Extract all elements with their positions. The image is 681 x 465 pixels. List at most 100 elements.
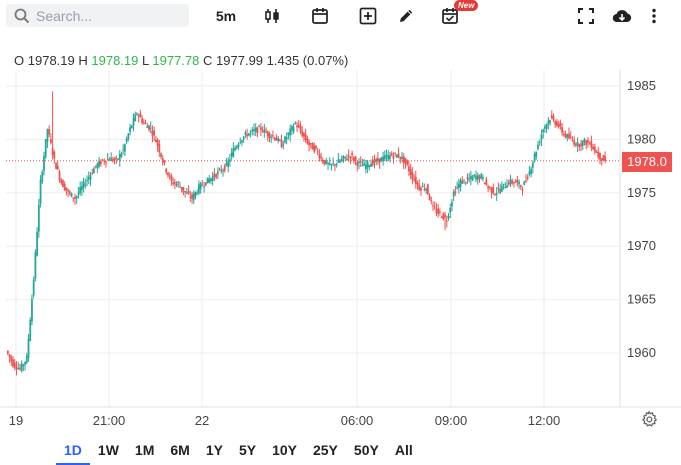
candle-body <box>232 148 235 158</box>
range-50y[interactable]: 50Y <box>353 442 379 458</box>
candle-body <box>593 146 596 152</box>
candle-body <box>86 180 88 182</box>
settings-icon[interactable] <box>641 410 658 432</box>
range-all[interactable]: All <box>394 442 413 458</box>
candle-body <box>98 160 100 167</box>
candle-body <box>142 122 145 124</box>
calendar-icon[interactable] <box>310 4 330 28</box>
candle-body <box>180 187 183 190</box>
draw-pencil-icon[interactable] <box>396 4 416 28</box>
candle-body <box>270 136 273 138</box>
range-10y[interactable]: 10Y <box>272 442 297 458</box>
candle-body <box>568 133 570 139</box>
candlestick-chart[interactable]: 1960 1965 1970 1975 1980 1985 19 21:00 22 06:00 09… <box>0 70 681 435</box>
candle-body <box>540 134 543 140</box>
candle-body <box>402 156 405 164</box>
candle-body <box>106 158 109 160</box>
more-options-icon[interactable] <box>647 4 661 28</box>
candle-body <box>146 126 149 128</box>
candle-body <box>420 187 422 191</box>
candle-body <box>480 174 483 178</box>
candle-body <box>401 157 403 159</box>
candle-body <box>433 207 436 209</box>
candle-body <box>368 165 371 168</box>
candle-body <box>425 188 428 191</box>
candle-body <box>339 160 341 163</box>
candle-body <box>499 188 502 194</box>
candle-body <box>163 160 166 164</box>
candle-body <box>144 122 147 124</box>
candle-body <box>351 153 354 156</box>
candle-body <box>337 159 340 163</box>
candle-body <box>497 188 500 190</box>
candle-body <box>63 183 66 191</box>
candle-body <box>294 122 297 124</box>
candle-body <box>471 176 474 181</box>
candle-body <box>552 116 555 120</box>
candle-body <box>500 185 503 192</box>
candle-body <box>60 179 63 184</box>
range-5y[interactable]: 5Y <box>238 442 257 458</box>
time-tick-label: 21:00 <box>93 413 126 428</box>
symbol-search[interactable] <box>6 4 189 27</box>
price-tick-label: 1965 <box>627 292 656 307</box>
candle-body <box>394 152 397 154</box>
range-1d[interactable]: 1D <box>56 437 90 465</box>
candle-body <box>58 171 61 180</box>
candle-body <box>364 164 367 170</box>
calendar-check-icon[interactable] <box>440 4 460 28</box>
candle-body <box>234 147 236 151</box>
range-1y[interactable]: 1Y <box>205 442 223 458</box>
interval-button[interactable]: 5m <box>215 8 237 24</box>
candle-body <box>261 131 264 133</box>
candle-body <box>137 115 140 117</box>
range-25y[interactable]: 25Y <box>312 442 338 458</box>
candle-body <box>132 118 135 126</box>
candle-body <box>554 121 557 125</box>
candle-body <box>581 140 584 146</box>
candle-body <box>463 179 465 181</box>
candle-body <box>239 141 242 144</box>
range-1m[interactable]: 1M <box>134 442 155 458</box>
add-icon[interactable] <box>358 4 378 28</box>
range-6m[interactable]: 6M <box>170 442 190 458</box>
candle-body <box>177 181 180 184</box>
candle-body <box>464 182 467 184</box>
candle-body <box>127 133 130 140</box>
range-1w[interactable]: 1W <box>97 442 119 458</box>
candle-body <box>578 144 581 147</box>
candle-body <box>494 194 496 196</box>
candle-body <box>576 142 579 146</box>
candle-body <box>168 175 171 177</box>
candle-body <box>442 213 445 220</box>
time-tick-label: 09:00 <box>435 413 468 428</box>
candle-body <box>37 204 40 232</box>
candle-body <box>266 131 269 137</box>
candle-body <box>423 188 426 190</box>
candle-body <box>160 153 162 158</box>
cloud-download-icon[interactable] <box>611 4 633 28</box>
candle-body <box>399 156 402 160</box>
indicators-icon[interactable] <box>262 4 282 28</box>
candle-body <box>451 202 453 207</box>
candle-body <box>84 184 87 186</box>
candle-body <box>452 192 455 197</box>
candle-body <box>454 190 457 194</box>
price-tick-label: 1970 <box>627 238 656 253</box>
candle-body <box>272 135 274 137</box>
candle-body <box>533 153 536 162</box>
candle-body <box>377 158 379 162</box>
candle-body <box>328 163 331 165</box>
candle-body <box>301 130 304 137</box>
search-input[interactable] <box>36 7 176 24</box>
candle-body <box>46 129 49 142</box>
fullscreen-icon[interactable] <box>576 4 596 28</box>
candle-body <box>211 176 214 182</box>
candle-body <box>296 125 298 128</box>
candle-body <box>161 158 164 163</box>
candle-body <box>325 160 328 164</box>
candle-body <box>299 126 302 132</box>
candle-body <box>475 176 477 180</box>
candle-body <box>311 143 314 150</box>
candle-body <box>242 136 245 140</box>
